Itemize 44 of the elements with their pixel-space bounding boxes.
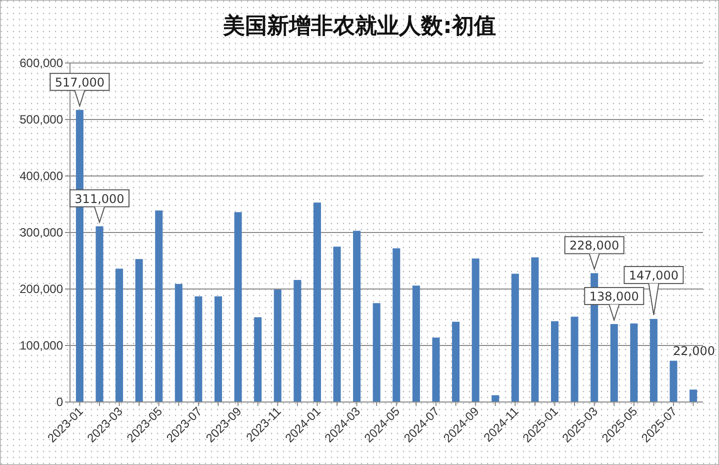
bar <box>294 280 302 402</box>
bar <box>372 303 380 402</box>
data-label: 138,000 <box>589 290 639 304</box>
bar <box>254 317 262 402</box>
bar <box>630 323 638 402</box>
y-tick-label: 400,000 <box>20 169 64 184</box>
bar <box>492 395 500 402</box>
bar <box>234 212 242 402</box>
bar <box>550 321 559 402</box>
bar <box>392 248 400 402</box>
bar <box>690 390 698 402</box>
bar <box>96 226 104 402</box>
y-tick-label: 0 <box>56 395 64 410</box>
y-tick-label: 500,000 <box>20 112 64 127</box>
bar <box>313 202 321 402</box>
y-tick-label: 100,000 <box>20 338 64 353</box>
y-tick-label: 600,000 <box>20 56 64 70</box>
bar <box>412 286 420 402</box>
bar <box>511 274 519 402</box>
bar <box>531 257 539 402</box>
bar <box>333 246 341 402</box>
bar <box>570 316 578 402</box>
bar <box>452 322 460 402</box>
bar <box>432 338 440 402</box>
data-label: 147,000 <box>628 268 679 283</box>
bar <box>472 258 480 402</box>
bar <box>670 360 678 402</box>
bar <box>174 284 182 402</box>
data-label: 517,000 <box>54 75 105 90</box>
bar <box>214 296 222 402</box>
bar <box>116 268 124 402</box>
bar <box>194 296 202 402</box>
chart-title: 美国新增非农就业人数:初值 <box>222 13 496 39</box>
y-tick-label: 300,000 <box>20 226 64 240</box>
bar <box>135 259 143 402</box>
data-label: 311,000 <box>74 192 124 206</box>
bar <box>274 290 282 402</box>
bar <box>610 324 618 402</box>
data-label: 228,000 <box>570 238 620 253</box>
bar <box>650 318 658 402</box>
bar <box>353 230 361 402</box>
y-tick-label: 200,000 <box>20 282 64 296</box>
bar <box>155 210 163 402</box>
data-label: 22,000 <box>673 344 715 358</box>
